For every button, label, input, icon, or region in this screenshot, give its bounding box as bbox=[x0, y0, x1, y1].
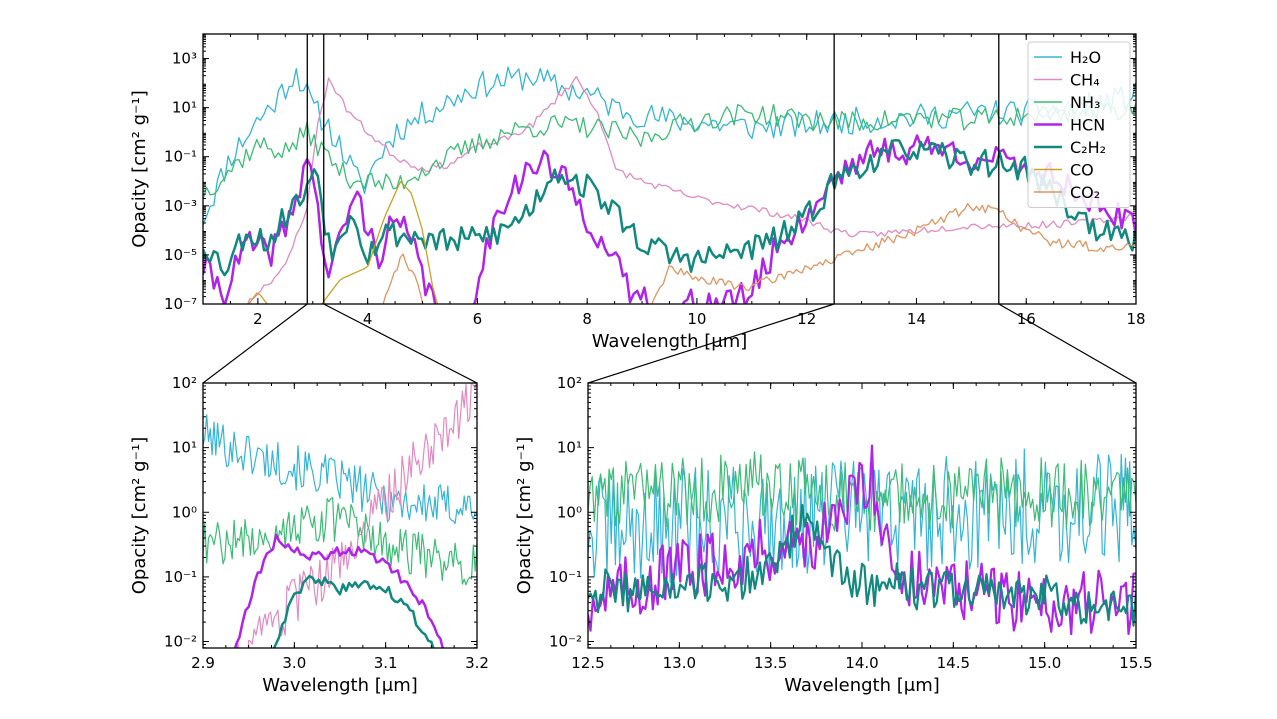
y-tick-label: 10² bbox=[172, 374, 197, 392]
x-tick-label: 3.1 bbox=[374, 654, 398, 672]
x-tick-label: 14 bbox=[907, 310, 926, 328]
x-tick-label: 3.2 bbox=[465, 654, 489, 672]
x-tick-label: 14.0 bbox=[845, 654, 878, 672]
y-tick-label: 10⁻³ bbox=[164, 197, 197, 215]
y-tick-label: 10⁻² bbox=[549, 633, 582, 651]
y-tick-label: 10¹ bbox=[172, 439, 197, 457]
y-axis-label: Opacity [cm² g⁻¹] bbox=[514, 437, 535, 595]
chart-panel-bottom-left: 2.9 3.0 3.1 3.2 10⁻² 10⁻¹ 10⁰ 10¹ 10² Wavelength … bbox=[129, 374, 489, 696]
legend-label-3: HCN bbox=[1070, 116, 1105, 135]
y-tick-label: 10⁻¹ bbox=[164, 568, 197, 586]
series-line-0 bbox=[588, 448, 1136, 583]
y-tick-label: 10² bbox=[557, 374, 582, 392]
legend-label-2: NH₃ bbox=[1070, 93, 1100, 112]
legend-label-4: C₂H₂ bbox=[1070, 138, 1106, 157]
chart-panel-top: 2 4 6 8 10 12 14 16 1810⁻⁷10⁻⁵10⁻³10⁻¹10¹10³Wave… bbox=[129, 33, 1146, 352]
series-line-2 bbox=[203, 497, 477, 586]
series-line-2 bbox=[203, 99, 1136, 200]
series-line-0 bbox=[203, 66, 1136, 226]
legend: H₂O CH₄ NH₃ HCN C₂H₂ CO CO₂ bbox=[1027, 41, 1131, 208]
legend-label-0: H₂O bbox=[1070, 48, 1101, 67]
y-tick-label: 10⁻² bbox=[164, 633, 197, 651]
x-tick-label: 6 bbox=[473, 310, 483, 328]
series-line-5 bbox=[247, 181, 439, 304]
zoom-connector-line-3 bbox=[998, 303, 1137, 384]
legend-label-5: CO bbox=[1070, 161, 1094, 180]
x-tick-label: 4 bbox=[363, 310, 373, 328]
legend-label-6: CO₂ bbox=[1070, 183, 1100, 202]
y-axis-label: Opacity [cm² g⁻¹] bbox=[129, 90, 150, 248]
series-line-1 bbox=[236, 383, 477, 648]
y-tick-label: 10⁻⁵ bbox=[164, 246, 197, 264]
y-axis-label: Opacity [cm² g⁻¹] bbox=[129, 437, 150, 595]
x-axis-label: Wavelength [μm] bbox=[262, 675, 418, 696]
zoom-connector-line-1 bbox=[323, 303, 478, 384]
x-tick-label: 14.5 bbox=[937, 654, 970, 672]
series-line-1 bbox=[246, 75, 1136, 304]
y-tick-label: 10⁰ bbox=[557, 503, 582, 521]
x-tick-label: 16 bbox=[1017, 310, 1036, 328]
series-line-3 bbox=[233, 533, 444, 648]
x-tick-label: 18 bbox=[1126, 310, 1145, 328]
x-tick-label: 2.9 bbox=[191, 654, 215, 672]
y-tick-label: 10⁻⁷ bbox=[164, 295, 197, 313]
series-line-6 bbox=[382, 203, 1136, 304]
y-tick-label: 10¹ bbox=[557, 439, 582, 457]
x-tick-label: 15.0 bbox=[1028, 654, 1061, 672]
series-group bbox=[203, 66, 1136, 304]
x-tick-label: 13.5 bbox=[754, 654, 787, 672]
x-tick-label: 2 bbox=[253, 310, 263, 328]
legend-label-1: CH₄ bbox=[1070, 71, 1100, 90]
x-tick-label: 10 bbox=[687, 310, 706, 328]
series-line-4 bbox=[272, 574, 435, 648]
y-tick-label: 10¹ bbox=[172, 99, 197, 117]
series-line-4 bbox=[203, 138, 1136, 277]
x-tick-label: 8 bbox=[582, 310, 592, 328]
x-axis-label: Wavelength [μm] bbox=[592, 331, 748, 352]
y-tick-label: 10⁰ bbox=[172, 503, 197, 521]
zoom-connector-line-0 bbox=[202, 303, 308, 384]
y-tick-label: 10⁻¹ bbox=[549, 568, 582, 586]
series-line-3 bbox=[588, 503, 1136, 627]
chart-panel-bottom-right: 12.5 13.0 13.5 14.0 14.5 15.0 15.5 10⁻² 10⁻¹ 10⁰ 1… bbox=[514, 374, 1153, 696]
y-tick-label: 10³ bbox=[172, 50, 197, 68]
x-tick-label: 12.5 bbox=[571, 654, 604, 672]
x-axis-label: Wavelength [μm] bbox=[784, 675, 940, 696]
zoom-connector-line-2 bbox=[587, 303, 835, 384]
x-tick-label: 3.0 bbox=[282, 654, 306, 672]
y-tick-label: 10⁻¹ bbox=[164, 148, 197, 166]
legend-box bbox=[1027, 41, 1131, 208]
series-line-2 bbox=[588, 444, 1136, 636]
x-tick-label: 13.0 bbox=[663, 654, 696, 672]
series-group bbox=[588, 444, 1136, 636]
series-line-0 bbox=[203, 414, 477, 525]
x-tick-label: 15.5 bbox=[1119, 654, 1152, 672]
series-group bbox=[203, 383, 477, 648]
